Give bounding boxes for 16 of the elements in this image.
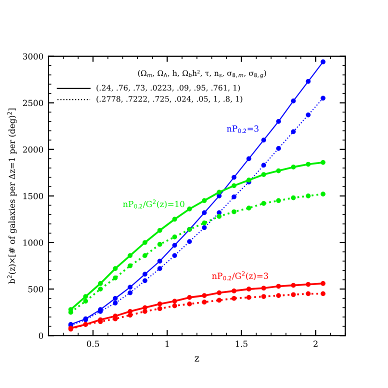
y-tick-label: 2000 [22, 146, 44, 153]
y-tick-label: 500 [28, 286, 44, 292]
x-tick-label: 1 [166, 340, 169, 347]
x-tick-label: 0.5 [86, 340, 100, 347]
y-tick-label: 1000 [23, 239, 44, 246]
y-tick-label: 0 [38, 332, 44, 339]
x-tick-label: 2 [314, 340, 318, 347]
y-tick-label: 3000 [23, 53, 44, 60]
annotation: nP$_{0.2}$/G$^{2}$(z)=3 [212, 271, 268, 280]
y-axis-title: b$^{2}$(z)×[# of galaxies per Δz=1 per (deg)$^{2}$] [7, 108, 17, 284]
annotation: nP$_{0.2}$/G$^{2}$(z)=10 [123, 200, 184, 208]
x-axis-title: z [194, 356, 200, 362]
y-tick-label: 1500 [23, 192, 44, 200]
x-tick-label: 1.5 [236, 340, 248, 347]
y-tick-label: 2500 [22, 100, 44, 106]
annotation: nP$_{0.2}$=3 [226, 125, 258, 134]
